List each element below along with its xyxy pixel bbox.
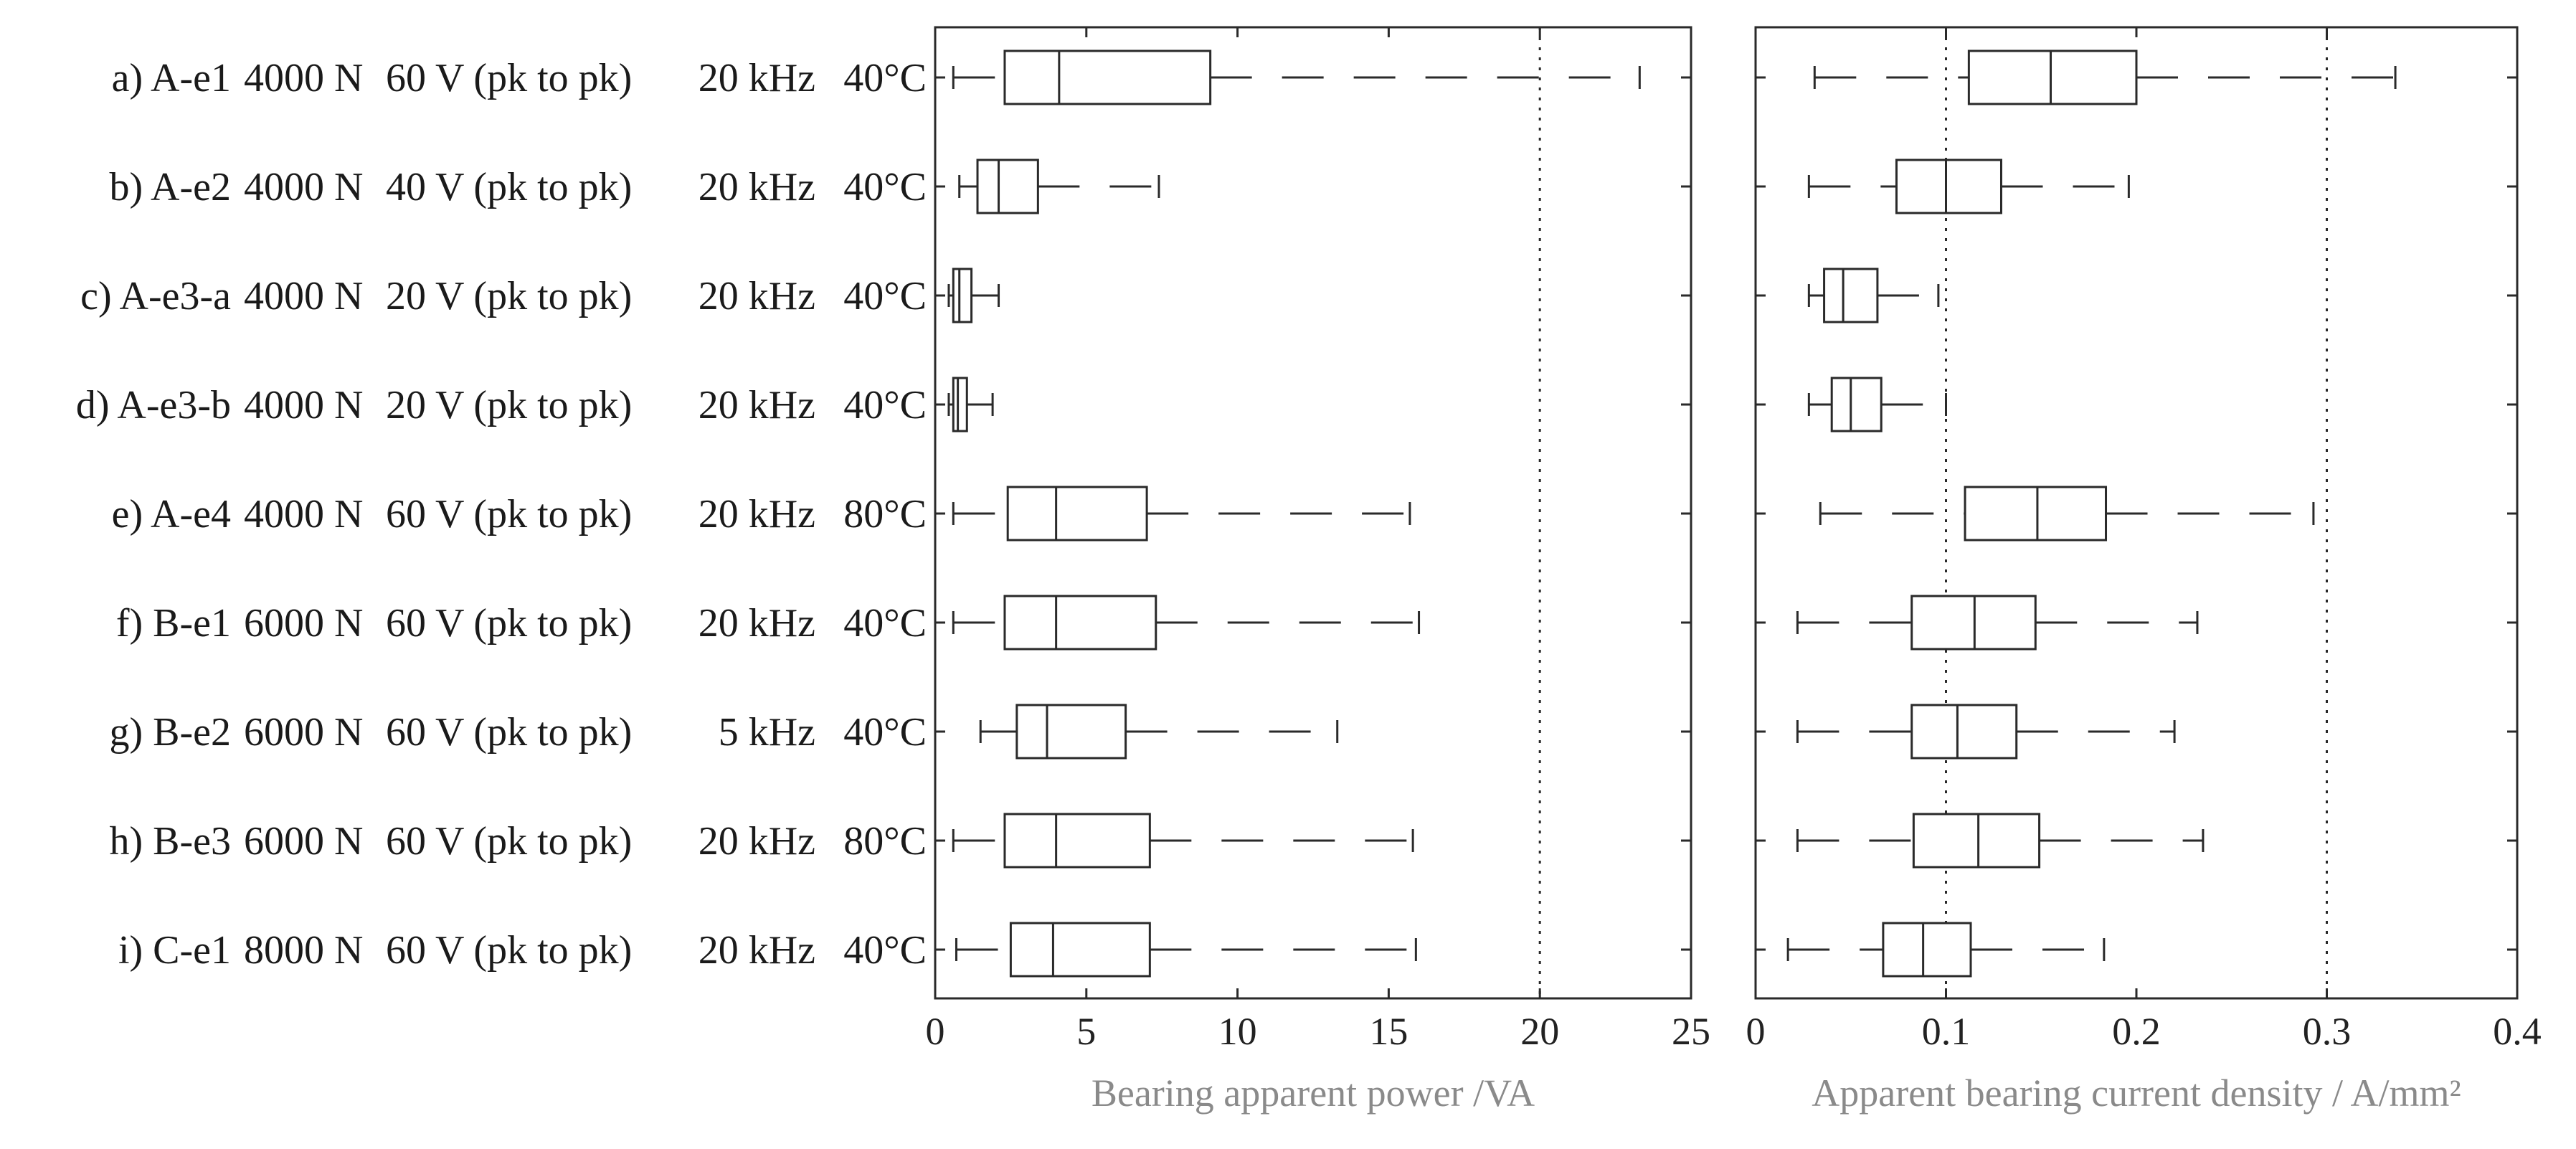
box-plot-5 bbox=[952, 595, 1421, 651]
row-label-force: 4000 N bbox=[244, 274, 363, 318]
box-plot-4 bbox=[952, 486, 1411, 542]
row-label-force: 6000 N bbox=[244, 710, 363, 755]
row-label-force: 4000 N bbox=[244, 383, 363, 427]
row-label-temperature: 40°C bbox=[843, 165, 927, 209]
box-iqr bbox=[1830, 377, 1883, 432]
box-iqr bbox=[1003, 813, 1151, 869]
box-iqr bbox=[1882, 922, 1972, 978]
box-iqr bbox=[952, 268, 973, 323]
row-label-force: 6000 N bbox=[244, 819, 363, 864]
row-label-frequency: 20 kHz bbox=[699, 383, 815, 427]
x-tick-label: 0.1 bbox=[1922, 1010, 1971, 1053]
row-label-name: f) B-e1 bbox=[116, 601, 231, 646]
row-label-name: a) A-e1 bbox=[112, 56, 231, 100]
row-label-name: d) A-e3-b bbox=[76, 383, 231, 427]
row-label-temperature: 80°C bbox=[843, 819, 927, 864]
row-label-frequency: 20 kHz bbox=[699, 928, 815, 973]
row-label-voltage: 60 V (pk to pk) bbox=[386, 492, 632, 536]
row-label-voltage: 20 V (pk to pk) bbox=[386, 274, 632, 318]
row-label-force: 4000 N bbox=[244, 165, 363, 209]
row-label-name: b) A-e2 bbox=[109, 165, 231, 209]
box-iqr bbox=[1895, 159, 2002, 214]
box-plot-6 bbox=[1796, 704, 2176, 760]
row-label-temperature: 40°C bbox=[843, 710, 927, 755]
box-iqr bbox=[952, 377, 968, 432]
box-plot-4 bbox=[1819, 486, 2315, 542]
row-label-frequency: 20 kHz bbox=[699, 601, 815, 646]
box-plot-0 bbox=[1813, 49, 2397, 105]
panel-apparent-power: 0 5 10 15 20 25 Bearing apparent power /VA bbox=[926, 26, 1710, 1115]
box-iqr bbox=[1912, 813, 2041, 869]
box-plot-1 bbox=[1807, 159, 2130, 214]
x-axis-label: Bearing apparent power /VA bbox=[1092, 1072, 1535, 1115]
panel-current-density: 0 0.1 0.2 0.3 0.4 Apparent bearing current de… bbox=[1746, 26, 2542, 1115]
x-tick-label: 0.3 bbox=[2303, 1010, 2352, 1053]
row-label-force: 4000 N bbox=[244, 492, 363, 536]
x-tick-label: 25 bbox=[1672, 1010, 1710, 1053]
x-tick-label: 20 bbox=[1520, 1010, 1559, 1053]
row-label-temperature: 40°C bbox=[843, 274, 927, 318]
row-label-name: i) C-e1 bbox=[118, 928, 231, 973]
row-label-frequency: 20 kHz bbox=[699, 274, 815, 318]
x-axis-label: Apparent bearing current density / A/mm² bbox=[1812, 1072, 2461, 1115]
x-tick-label: 0 bbox=[926, 1010, 945, 1053]
row-label-name: e) A-e4 bbox=[112, 492, 231, 536]
box-plot-2 bbox=[947, 268, 1000, 323]
box-plot-7 bbox=[1796, 813, 2205, 869]
x-tick-label: 10 bbox=[1218, 1010, 1257, 1053]
row-label-voltage: 60 V (pk to pk) bbox=[386, 710, 632, 755]
row-label-name: h) B-e3 bbox=[109, 819, 231, 864]
row-label-frequency: 20 kHz bbox=[699, 165, 815, 209]
box-plot-1 bbox=[958, 159, 1160, 214]
row-label-voltage: 20 V (pk to pk) bbox=[386, 383, 632, 427]
box-iqr bbox=[1967, 49, 2138, 105]
row-label-voltage: 60 V (pk to pk) bbox=[386, 56, 632, 100]
box-iqr bbox=[1823, 268, 1879, 323]
box-iqr bbox=[1015, 704, 1127, 760]
row-label-voltage: 40 V (pk to pk) bbox=[386, 165, 632, 209]
box-iqr bbox=[1003, 49, 1212, 105]
row-label-temperature: 40°C bbox=[843, 928, 927, 973]
row-label-force: 6000 N bbox=[244, 601, 363, 646]
x-tick-label: 0 bbox=[1746, 1010, 1766, 1053]
row-labels: a) A-e1 4000 N 60 V (pk to pk) 20 kHz 40°C b)… bbox=[76, 56, 927, 973]
box-plot-7 bbox=[952, 813, 1414, 869]
row-label-frequency: 20 kHz bbox=[699, 56, 815, 100]
x-tick-label: 15 bbox=[1369, 1010, 1408, 1053]
row-label-frequency: 5 kHz bbox=[719, 710, 815, 755]
box-plot-3 bbox=[1807, 377, 1947, 432]
box-iqr bbox=[1003, 595, 1157, 651]
box-plot-3 bbox=[947, 377, 994, 432]
box-plot-2 bbox=[1807, 268, 1940, 323]
box-plot-5 bbox=[1796, 595, 2199, 651]
box-iqr bbox=[1910, 704, 2018, 760]
row-label-frequency: 20 kHz bbox=[699, 492, 815, 536]
row-label-force: 4000 N bbox=[244, 56, 363, 100]
row-label-temperature: 40°C bbox=[843, 56, 927, 100]
box-plot-8 bbox=[955, 922, 1417, 978]
row-label-voltage: 60 V (pk to pk) bbox=[386, 601, 632, 646]
row-label-temperature: 40°C bbox=[843, 383, 927, 427]
row-label-name: c) A-e3-a bbox=[80, 274, 231, 318]
row-label-force: 8000 N bbox=[244, 928, 363, 973]
box-plot-6 bbox=[979, 704, 1339, 760]
row-label-voltage: 60 V (pk to pk) bbox=[386, 819, 632, 864]
box-iqr bbox=[1006, 486, 1148, 542]
row-label-voltage: 60 V (pk to pk) bbox=[386, 928, 632, 973]
x-tick-label: 0.2 bbox=[2112, 1010, 2161, 1053]
box-iqr bbox=[1964, 486, 2108, 542]
row-label-temperature: 80°C bbox=[843, 492, 927, 536]
row-label-frequency: 20 kHz bbox=[699, 819, 815, 864]
x-tick-label: 0.4 bbox=[2493, 1010, 2542, 1053]
box-iqr bbox=[976, 159, 1039, 214]
x-tick-label: 5 bbox=[1076, 1010, 1096, 1053]
row-label-temperature: 40°C bbox=[843, 601, 927, 646]
box-plot-8 bbox=[1786, 922, 2106, 978]
row-label-name: g) B-e2 bbox=[109, 710, 231, 755]
box-plot-0 bbox=[952, 49, 1641, 105]
box-iqr bbox=[1009, 922, 1151, 978]
